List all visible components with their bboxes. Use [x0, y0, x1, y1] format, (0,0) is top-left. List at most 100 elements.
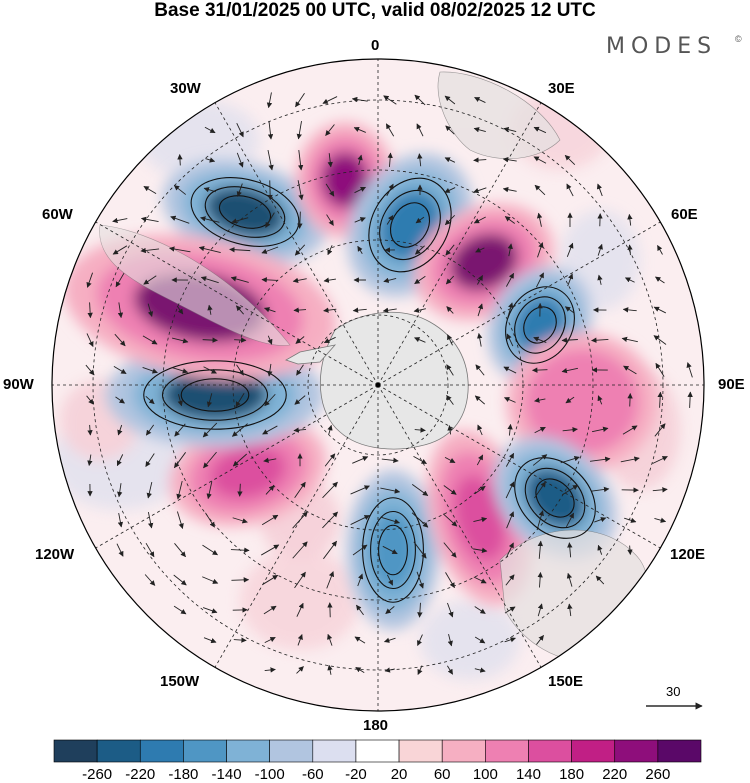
wind-vector [473, 157, 487, 163]
wind-vector [297, 150, 304, 171]
wind-vector [267, 149, 274, 171]
wind-vector [565, 396, 575, 404]
lon-label-120e: 120E [670, 546, 706, 563]
colorbar-tick-label: -260 [82, 766, 113, 783]
colorbar-swatch [226, 739, 270, 763]
wind-vector [260, 544, 280, 556]
wind-vector [686, 362, 693, 378]
wind-vector [564, 306, 575, 314]
colorbar-swatch [571, 739, 616, 763]
contour-line [505, 286, 575, 364]
wind-vector [415, 245, 425, 255]
lon-label-180: 180 [363, 717, 389, 734]
wind-vector [202, 544, 218, 556]
wind-vector [447, 425, 453, 435]
antarctic-peninsula [285, 344, 337, 365]
wind-vector [597, 243, 603, 256]
wind-vector [176, 480, 183, 500]
wind-vector [145, 424, 155, 436]
wind-vector [566, 572, 573, 587]
wind-vector [172, 367, 189, 374]
wind-vector [140, 216, 159, 223]
wind-vector [446, 394, 454, 405]
wind-vector [203, 637, 217, 644]
negative-anomaly-center [205, 186, 285, 238]
colorbar-tick-label: -20 [345, 766, 367, 783]
wind-vector [503, 127, 517, 133]
wind-vector [596, 183, 603, 197]
wind-vector [237, 483, 243, 497]
wind-vector [474, 667, 486, 673]
wind-vector [263, 457, 277, 463]
positive-anomaly-center [545, 368, 619, 436]
wind-vector [415, 216, 425, 224]
colorbar-tick-label: -140 [211, 766, 242, 783]
wind-vector [655, 276, 665, 284]
wind-vector [145, 542, 155, 558]
wind-vector [473, 516, 488, 523]
wind-vector [565, 512, 575, 528]
wind-vector [206, 481, 213, 500]
wind-vector [566, 183, 574, 197]
wind-vector [380, 516, 400, 525]
wind-vector [354, 217, 366, 223]
wind-vector [261, 246, 279, 254]
wind-vector [235, 393, 245, 408]
colorbar-tick-label: 180 [559, 766, 585, 783]
wind-vector [112, 245, 128, 255]
wind-vector [413, 307, 426, 313]
modes-logo: MODES [606, 34, 718, 59]
wind-vector [652, 487, 668, 493]
wind-vector [143, 275, 157, 285]
wind-vector [473, 547, 488, 554]
wind-vector [536, 272, 544, 288]
contour-line [523, 306, 557, 344]
wind-vector [169, 246, 191, 253]
wind-vector [474, 97, 486, 103]
colorbar-tick-label: 20 [390, 766, 408, 783]
wind-vector [296, 121, 302, 140]
wind-vector [534, 426, 546, 434]
wind-vector [445, 572, 455, 589]
wind-vector [624, 517, 637, 523]
wind-vector [140, 247, 160, 254]
colorbar-tick-label: -220 [125, 766, 156, 783]
wind-vector [653, 306, 667, 314]
wind-vector [567, 603, 573, 617]
wind-vector [327, 153, 333, 168]
wind-vector [533, 336, 547, 344]
wind-vector [534, 481, 546, 499]
wind-vector [203, 187, 216, 193]
wind-vector [622, 307, 637, 313]
wind-vector [533, 126, 547, 134]
wind-vector [385, 606, 395, 614]
wind-vector [657, 391, 663, 408]
wind-vector [297, 180, 304, 201]
map-title: Base 31/01/2025 00 UTC, valid 08/02/2025… [154, 0, 596, 21]
negative-anomaly-center [162, 369, 268, 421]
wind-vector [627, 213, 633, 226]
wind-vector [444, 157, 456, 163]
wind-vector [292, 277, 307, 284]
wind-vector [292, 541, 308, 559]
wind-vector [297, 634, 303, 646]
wind-vector [170, 215, 190, 224]
wind-vector [323, 307, 337, 313]
wind-vector [200, 276, 219, 284]
wind-vector [411, 484, 429, 496]
wind-vector [386, 215, 394, 225]
wind-vector [386, 574, 394, 586]
lon-label-30w: 30W [170, 80, 201, 97]
wind-vector [382, 545, 398, 555]
wind-vector [562, 427, 578, 433]
wind-vector [296, 666, 304, 674]
wind-vector [87, 302, 93, 319]
wind-vector [627, 244, 633, 256]
wind-vector [537, 242, 544, 258]
wind-vector [474, 606, 486, 614]
colorbar-swatch [398, 739, 443, 763]
wind-vector [322, 481, 338, 499]
colorbar-swatch [485, 739, 529, 763]
wind-vector [537, 540, 544, 559]
wind-vector [443, 485, 457, 495]
